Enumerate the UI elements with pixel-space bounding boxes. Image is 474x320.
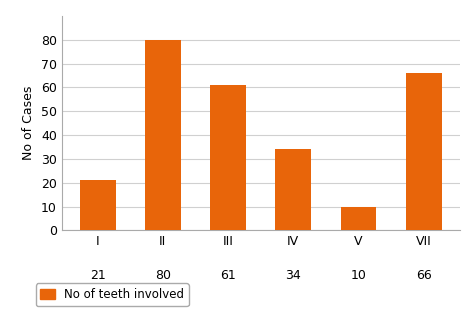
- Bar: [275, 149, 311, 230]
- Text: 34: 34: [285, 269, 301, 282]
- Bar: [210, 85, 246, 230]
- Text: 61: 61: [220, 269, 236, 282]
- Text: 10: 10: [351, 269, 366, 282]
- Bar: [145, 40, 181, 230]
- Bar: [341, 207, 376, 230]
- Bar: [80, 180, 116, 230]
- Text: 80: 80: [155, 269, 171, 282]
- Bar: [406, 73, 442, 230]
- Y-axis label: No of Cases: No of Cases: [22, 86, 35, 160]
- Legend: No of teeth involved: No of teeth involved: [36, 284, 189, 306]
- Text: 66: 66: [416, 269, 432, 282]
- Text: 21: 21: [90, 269, 106, 282]
